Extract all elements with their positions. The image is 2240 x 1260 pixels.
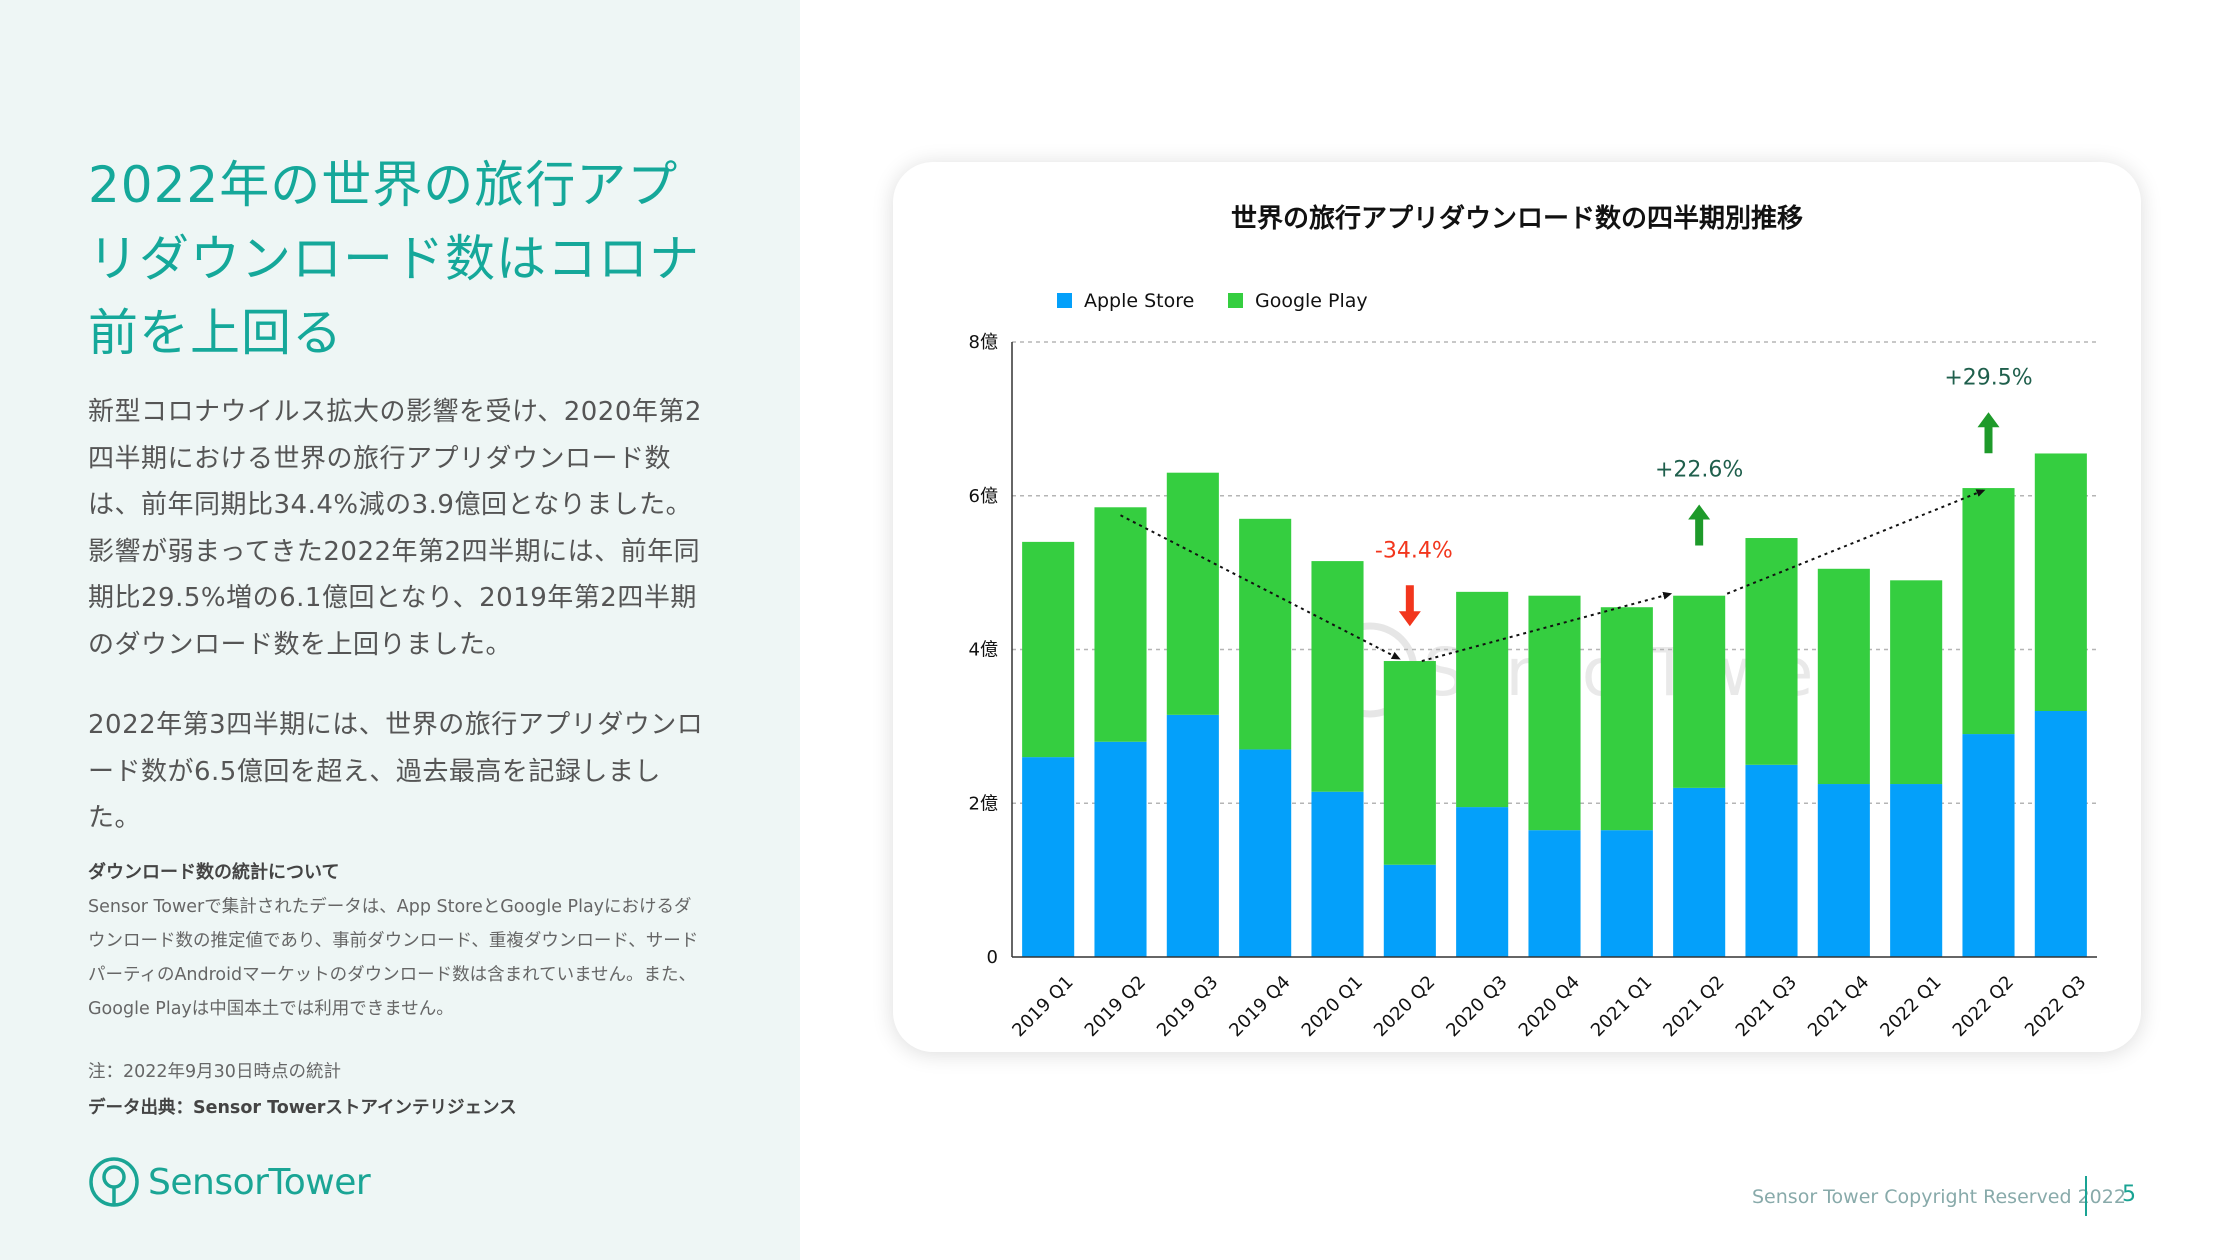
bar-google bbox=[1962, 488, 2015, 735]
bar-google bbox=[1022, 541, 1075, 758]
bar-apple bbox=[1962, 734, 2015, 957]
change-label: +22.6% bbox=[1655, 458, 1743, 483]
y-axis: 0 2億 4億 6億 8億 bbox=[969, 332, 1013, 968]
x-tick-label: 2020 Q4 bbox=[1515, 972, 1584, 1041]
x-tick-label: 2020 Q2 bbox=[1370, 972, 1439, 1041]
bar-apple bbox=[1456, 807, 1509, 957]
bar-google bbox=[2034, 453, 2087, 711]
x-tick-label: 2022 Q3 bbox=[2021, 972, 2090, 1041]
bar-google bbox=[1094, 507, 1147, 742]
bar-apple bbox=[2034, 711, 2087, 957]
y-tick-label: 4億 bbox=[969, 640, 998, 661]
x-tick-label: 2022 Q2 bbox=[1949, 972, 2018, 1041]
footnote: 注：2022年9月30日時点の統計 bbox=[88, 1062, 341, 1082]
change-label: -34.4% bbox=[1375, 538, 1453, 563]
x-axis: 2019 Q1 2019 Q2 2019 Q3 2019 Q4 2020 Q1 2020 … bbox=[1008, 956, 2097, 1041]
bar-apple bbox=[1022, 757, 1075, 957]
arrow-down-icon bbox=[1398, 585, 1421, 627]
summary-paragraph-2: 2022年第3四半期には、世界の旅行アプリダウンロード数が6.5億回を超え、過去… bbox=[88, 710, 704, 833]
y-tick-label: 2億 bbox=[969, 793, 998, 814]
trend-arrow bbox=[1726, 489, 1986, 595]
stats-note-body: Sensor Towerで集計されたデータは、App StoreとGoogle … bbox=[88, 897, 699, 1019]
sensor-tower-logo: SensorTower bbox=[88, 1156, 371, 1208]
chart-card: 世界の旅行アプリダウンロード数の四半期別推移 Apple Store Google… bbox=[893, 162, 2141, 1052]
bar-google bbox=[1383, 661, 1436, 865]
change-label: +29.5% bbox=[1944, 365, 2032, 390]
x-tick-label: 2019 Q2 bbox=[1081, 972, 1150, 1041]
footer-divider bbox=[2085, 1176, 2087, 1216]
bar-apple bbox=[1745, 764, 1798, 957]
stacked-bar-chart: 世界の旅行アプリダウンロード数の四半期別推移 Apple Store Google… bbox=[969, 203, 2097, 1041]
page-number: 5 bbox=[2122, 1182, 2136, 1207]
bar-google bbox=[1166, 472, 1219, 715]
bar-google bbox=[1456, 591, 1509, 808]
y-tick-label: 0 bbox=[987, 947, 998, 968]
copyright-text: Sensor Tower Copyright Reserved 2022 bbox=[1752, 1186, 2126, 1208]
logo-text: SensorTower bbox=[148, 1161, 371, 1203]
y-tick-label: 6億 bbox=[969, 486, 998, 507]
arrow-up-icon bbox=[1688, 504, 1711, 546]
sensor-tower-logo-icon bbox=[89, 1157, 139, 1207]
x-tick-label: 2021 Q1 bbox=[1587, 972, 1656, 1041]
x-tick-label: 2022 Q1 bbox=[1876, 972, 1945, 1041]
summary-paragraph-1: 新型コロナウイルス拡大の影響を受け、2020年第2四半期における世界の旅行アプリ… bbox=[88, 397, 702, 660]
trend-arrow bbox=[1120, 514, 1401, 660]
bar-apple bbox=[1311, 791, 1364, 957]
bar-google bbox=[1311, 561, 1364, 792]
bar-apple bbox=[1239, 749, 1292, 957]
data-source: データ出典：Sensor Towerストアインテリジェンス bbox=[88, 1098, 517, 1118]
bar-apple bbox=[1094, 741, 1147, 957]
legend-swatch-apple bbox=[1057, 293, 1072, 308]
bar-google bbox=[1600, 607, 1653, 831]
bar-google bbox=[1745, 538, 1798, 765]
x-tick-label: 2019 Q1 bbox=[1008, 972, 1077, 1041]
chart-legend: Apple Store Google Play bbox=[1057, 290, 1368, 312]
x-tick-label: 2020 Q3 bbox=[1442, 972, 1511, 1041]
bars bbox=[1022, 453, 2087, 957]
x-tick-label: 2021 Q4 bbox=[1804, 972, 1873, 1041]
bar-apple bbox=[1600, 830, 1653, 957]
bar-apple bbox=[1673, 787, 1726, 957]
x-tick-label: 2019 Q3 bbox=[1153, 972, 1222, 1041]
legend-label-google: Google Play bbox=[1255, 290, 1368, 312]
page-title: 2022年の世界の旅行アプリダウンロード数はコロナ前を上回る bbox=[88, 156, 700, 362]
x-tick-label: 2019 Q4 bbox=[1225, 972, 1294, 1041]
arrow-up-icon bbox=[1977, 412, 2000, 454]
change-annotations: -34.4% +22.6% +29.5% bbox=[1120, 365, 2033, 662]
x-tick-label: 2021 Q2 bbox=[1659, 972, 1728, 1041]
bar-apple bbox=[1817, 784, 1870, 957]
bar-google bbox=[1890, 580, 1943, 785]
legend-swatch-google bbox=[1228, 293, 1243, 308]
bar-google bbox=[1673, 595, 1726, 788]
trend-arrow bbox=[1421, 591, 1673, 662]
stats-note-title: ダウンロード数の統計について bbox=[88, 862, 340, 883]
bar-apple bbox=[1383, 864, 1436, 957]
bar-apple bbox=[1890, 784, 1943, 957]
chart-title: 世界の旅行アプリダウンロード数の四半期別推移 bbox=[1231, 203, 1803, 234]
bar-apple bbox=[1166, 714, 1219, 957]
bar-google bbox=[1817, 568, 1870, 785]
x-tick-label: 2020 Q1 bbox=[1298, 972, 1367, 1041]
bar-google bbox=[1239, 518, 1292, 750]
bar-apple bbox=[1528, 830, 1581, 957]
y-tick-label: 8億 bbox=[969, 332, 998, 353]
x-tick-label: 2021 Q3 bbox=[1732, 972, 1801, 1041]
bar-google bbox=[1528, 595, 1581, 831]
left-panel: 2022年の世界の旅行アプリダウンロード数はコロナ前を上回る 新型コロナウイルス… bbox=[0, 0, 800, 1260]
legend-label-apple: Apple Store bbox=[1084, 290, 1194, 312]
